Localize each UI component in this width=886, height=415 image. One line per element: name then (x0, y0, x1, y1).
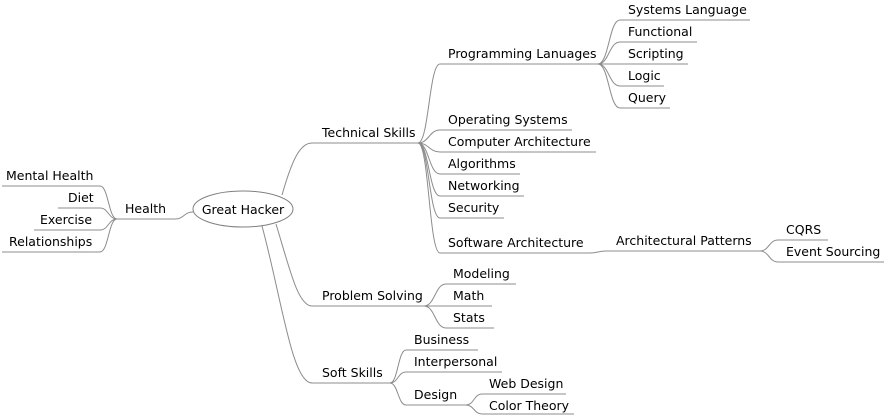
edge-software-architecture (417, 142, 441, 254)
node-math: Math (453, 288, 484, 303)
node-problem-solving: Problem Solving (322, 288, 423, 303)
edge-color-theory (465, 404, 483, 415)
node-diet: Diet (68, 190, 94, 205)
edge-security (417, 142, 441, 219)
node-functional: Functional (628, 24, 692, 39)
node-mental-health: Mental Health (6, 168, 93, 183)
node-event-sourcing: Event Sourcing (786, 244, 880, 259)
mind-map-edges (99, 19, 779, 415)
edge-design (389, 382, 407, 406)
edge-logic (597, 63, 621, 87)
node-exercise: Exercise (40, 212, 92, 227)
edge-root-health (174, 211, 194, 220)
edge-query (597, 63, 621, 109)
edge-architectural-patterns (589, 250, 607, 254)
node-algorithms: Algorithms (448, 156, 516, 171)
node-networking: Networking (448, 178, 520, 193)
node-interpersonal: Interpersonal (414, 354, 497, 369)
root-node-label: Great Hacker (202, 202, 285, 217)
node-stats: Stats (453, 310, 485, 325)
node-security: Security (448, 200, 500, 215)
edge-web-design (465, 393, 483, 406)
node-soft-skills: Soft Skills (322, 365, 383, 380)
edge-event-sourcing (759, 250, 779, 263)
node-cqrs: CQRS (786, 222, 821, 237)
edge-relationships (99, 218, 118, 253)
node-query: Query (628, 90, 667, 105)
node-business: Business (414, 332, 469, 347)
node-scripting: Scripting (628, 46, 684, 61)
node-color-theory: Color Theory (489, 398, 570, 413)
edge-systems-language (597, 19, 621, 65)
node-relationships: Relationships (9, 234, 92, 249)
node-programming-languages: Programming Lanuages (448, 46, 597, 61)
edge-cqrs (759, 239, 779, 252)
node-architectural-patterns: Architectural Patterns (616, 233, 752, 248)
edge-functional (597, 41, 621, 65)
edge-modeling (423, 283, 447, 307)
node-operating-systems: Operating Systems (448, 112, 568, 127)
edge-root-technical-skills (281, 142, 313, 196)
node-systems-language: Systems Language (628, 2, 747, 17)
node-modeling: Modeling (453, 266, 510, 281)
edge-operating-systems (417, 129, 441, 144)
node-design: Design (414, 387, 457, 402)
edge-diet (99, 207, 118, 220)
edge-business (389, 349, 407, 384)
node-software-architecture: Software Architecture (448, 235, 584, 250)
node-technical-skills: Technical Skills (321, 125, 415, 140)
edge-root-problem-solving (275, 223, 313, 307)
root-node-ellipse (192, 190, 294, 228)
edge-root-soft-skills (261, 225, 313, 384)
node-health: Health (125, 201, 166, 216)
edge-stats (423, 305, 447, 329)
edge-programming-languages (417, 63, 441, 144)
edge-mental-health (99, 185, 118, 220)
node-web-design: Web Design (489, 376, 563, 391)
node-logic: Logic (628, 68, 661, 83)
node-computer-architecture: Computer Architecture (448, 134, 591, 149)
edge-interpersonal (389, 371, 407, 384)
edge-networking (417, 142, 441, 197)
